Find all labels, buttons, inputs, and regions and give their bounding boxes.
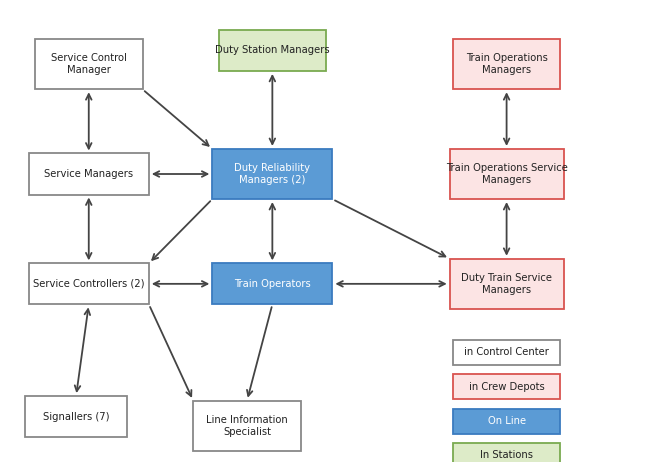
FancyBboxPatch shape xyxy=(212,149,333,199)
Text: Train Operations
Managers: Train Operations Managers xyxy=(466,53,548,75)
FancyBboxPatch shape xyxy=(450,259,563,309)
FancyBboxPatch shape xyxy=(25,396,127,437)
FancyBboxPatch shape xyxy=(453,409,561,434)
FancyBboxPatch shape xyxy=(28,263,149,304)
Text: Service Managers: Service Managers xyxy=(44,169,133,179)
Text: Duty Station Managers: Duty Station Managers xyxy=(215,45,329,56)
Text: In Stations: In Stations xyxy=(480,451,533,460)
FancyBboxPatch shape xyxy=(218,30,326,71)
FancyBboxPatch shape xyxy=(453,374,561,399)
Text: Service Control
Manager: Service Control Manager xyxy=(51,53,127,75)
Text: Service Controllers (2): Service Controllers (2) xyxy=(33,279,145,289)
Text: Duty Reliability
Managers (2): Duty Reliability Managers (2) xyxy=(234,163,310,185)
Text: Train Operators: Train Operators xyxy=(234,279,311,289)
FancyBboxPatch shape xyxy=(453,443,561,467)
Text: On Line: On Line xyxy=(488,416,526,426)
Text: Line Information
Specialist: Line Information Specialist xyxy=(206,415,288,437)
Text: Duty Train Service
Managers: Duty Train Service Managers xyxy=(461,273,552,295)
Text: in Control Center: in Control Center xyxy=(464,347,549,358)
FancyBboxPatch shape xyxy=(35,39,143,89)
FancyBboxPatch shape xyxy=(453,39,561,89)
FancyBboxPatch shape xyxy=(28,153,149,195)
Text: Signallers (7): Signallers (7) xyxy=(43,411,109,422)
FancyBboxPatch shape xyxy=(453,340,561,365)
FancyBboxPatch shape xyxy=(450,149,563,199)
Text: in Crew Depots: in Crew Depots xyxy=(469,382,545,392)
FancyBboxPatch shape xyxy=(193,401,301,451)
FancyBboxPatch shape xyxy=(212,263,333,304)
Text: Train Operations Service
Managers: Train Operations Service Managers xyxy=(446,163,568,185)
